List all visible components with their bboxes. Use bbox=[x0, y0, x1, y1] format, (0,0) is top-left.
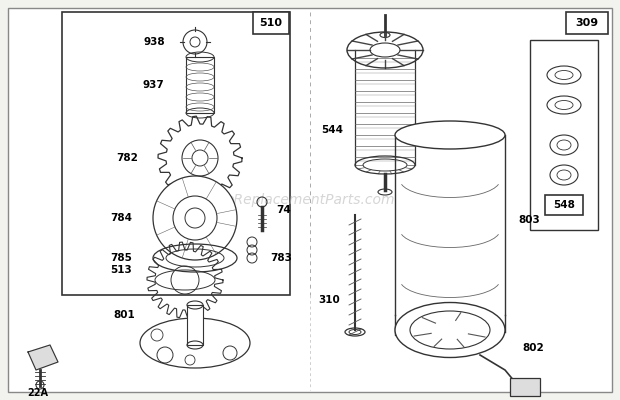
Text: eReplacementParts.com: eReplacementParts.com bbox=[225, 193, 395, 207]
Text: 783: 783 bbox=[270, 253, 292, 263]
Bar bbox=[62, 12, 290, 295]
Bar bbox=[545, 195, 583, 215]
Text: 802: 802 bbox=[522, 343, 544, 353]
Ellipse shape bbox=[395, 302, 505, 358]
Bar bbox=[186, 57, 214, 113]
Text: 937: 937 bbox=[142, 80, 164, 90]
Text: 801: 801 bbox=[113, 310, 135, 320]
Text: 513: 513 bbox=[110, 265, 132, 275]
Text: 803: 803 bbox=[518, 215, 540, 225]
Text: 544: 544 bbox=[321, 125, 343, 135]
Text: 74: 74 bbox=[276, 205, 291, 215]
Bar bbox=[530, 40, 598, 230]
Circle shape bbox=[153, 176, 237, 260]
Text: 784: 784 bbox=[110, 213, 132, 223]
Text: 510: 510 bbox=[260, 18, 283, 28]
Text: 548: 548 bbox=[553, 200, 575, 210]
Ellipse shape bbox=[140, 318, 250, 368]
Bar bbox=[253, 12, 289, 34]
Bar bbox=[187, 305, 203, 345]
Bar bbox=[510, 378, 540, 396]
Text: 22A: 22A bbox=[27, 388, 48, 398]
Polygon shape bbox=[28, 345, 58, 370]
Bar bbox=[566, 12, 608, 34]
Text: 309: 309 bbox=[575, 18, 598, 28]
Ellipse shape bbox=[395, 121, 505, 149]
Text: 785: 785 bbox=[110, 253, 132, 263]
Text: 782: 782 bbox=[116, 153, 138, 163]
Text: 310: 310 bbox=[318, 295, 340, 305]
Text: 938: 938 bbox=[143, 37, 165, 47]
